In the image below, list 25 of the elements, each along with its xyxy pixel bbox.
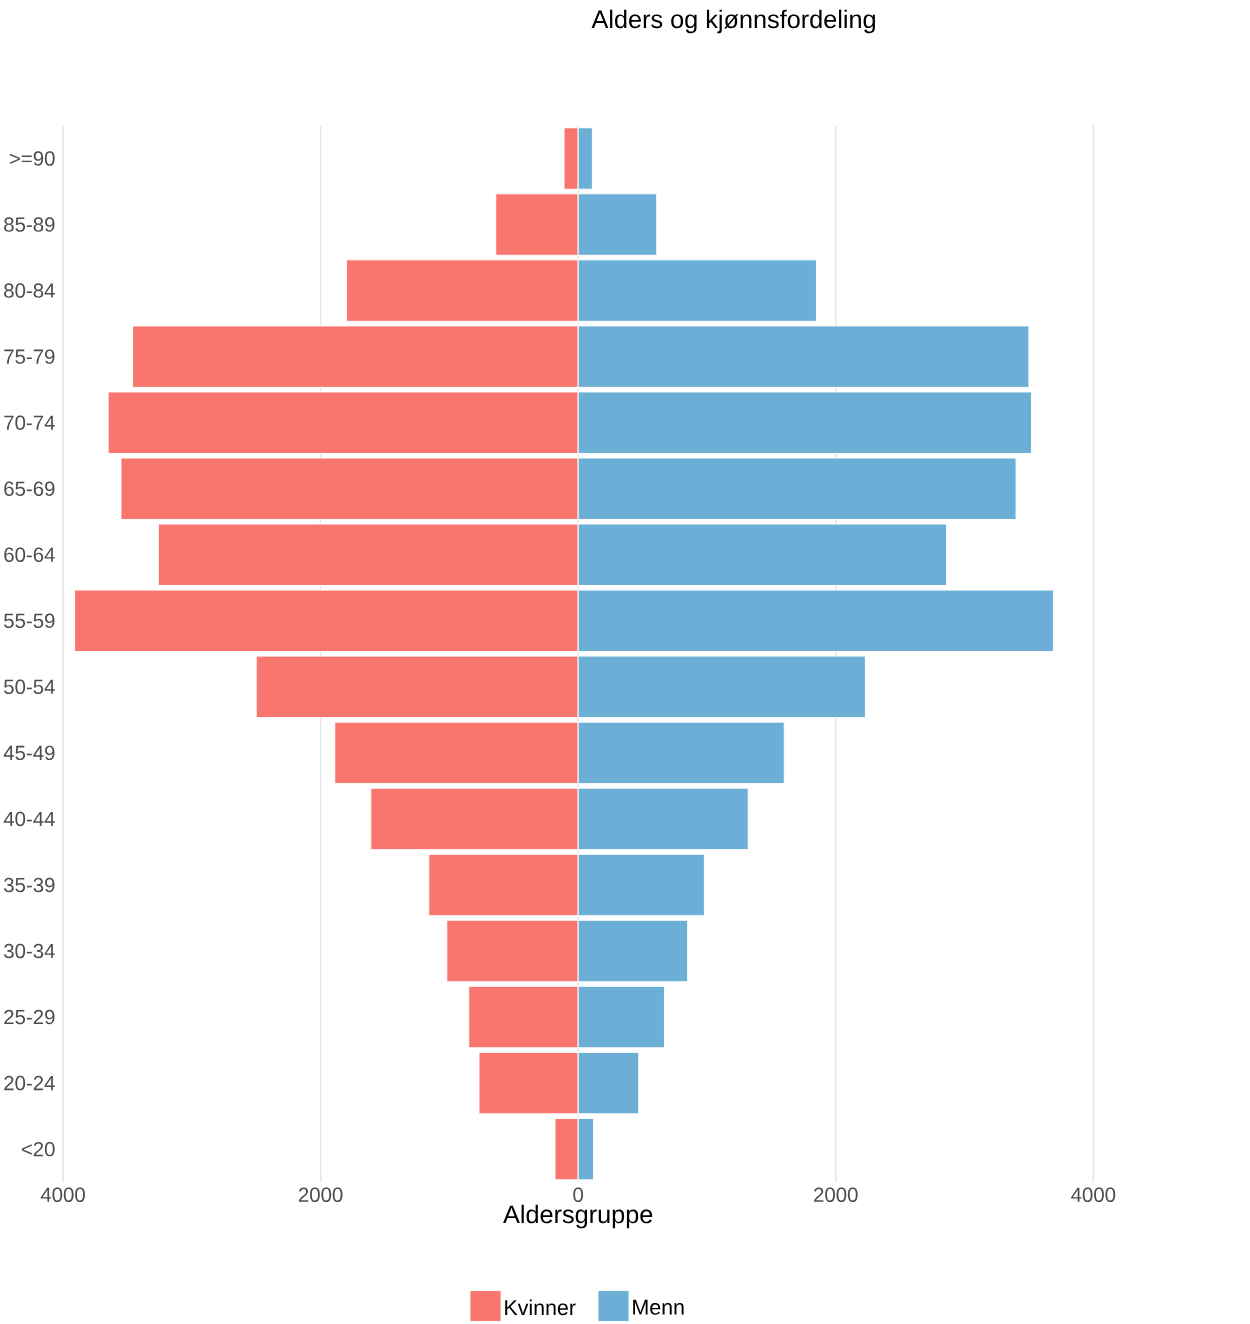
y-tick-label: 25-29 xyxy=(4,1009,55,1025)
x-tick-label: 0 xyxy=(573,1187,583,1202)
y-tick-label: <20 xyxy=(21,1141,55,1157)
y-tick-label: 30-34 xyxy=(3,943,55,959)
y-tick-label: >=90 xyxy=(9,151,55,166)
x-tick-label: 4000 xyxy=(1071,1187,1116,1202)
y-tick-label: 45-49 xyxy=(3,745,55,761)
y-tick-label: 85-89 xyxy=(4,217,55,232)
y-tick-label: 55-59 xyxy=(3,613,55,629)
y-tick-label: 65-69 xyxy=(4,481,55,496)
y-tick-label: 50-54 xyxy=(3,679,55,695)
y-tick-label: 70-74 xyxy=(4,415,55,430)
x-axis-title: Aldersgruppe xyxy=(502,1204,653,1229)
x-tick-label: 2000 xyxy=(298,1187,343,1202)
y-tick-label: 60-64 xyxy=(4,547,55,562)
y-tick-label: 20-24 xyxy=(4,1075,55,1091)
y-tick-label: 80-84 xyxy=(4,283,55,298)
legend-label: Kvinner xyxy=(505,1299,576,1316)
x-tick-label: 2000 xyxy=(813,1187,858,1202)
y-tick-label: 40-44 xyxy=(3,811,55,827)
legend-label: Menn xyxy=(633,1299,684,1315)
x-tick-label: 4000 xyxy=(40,1187,85,1202)
y-tick-label: 35-39 xyxy=(3,877,55,893)
y-tick-label: 75-79 xyxy=(4,349,55,364)
chart-title: Alders og kjønnsfordeling xyxy=(591,9,875,34)
